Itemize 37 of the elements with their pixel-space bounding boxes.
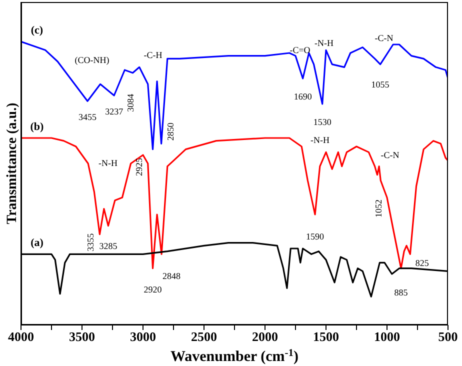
series-label: (c)	[30, 24, 44, 37]
annotation: 1530	[313, 117, 332, 127]
annotation: 3237	[105, 106, 124, 116]
x-tick-label: 1500	[313, 329, 339, 344]
annotation: (CO-NH)	[74, 55, 110, 65]
x-tick-label: 1000	[374, 329, 400, 344]
annotation: -N-H	[310, 135, 330, 145]
annotation: 1052	[374, 200, 384, 218]
annotation: 1055	[371, 79, 390, 90]
annotation: -N-H	[314, 38, 334, 48]
annotation: 3355	[86, 232, 96, 252]
annotation: -C-H	[144, 50, 163, 60]
x-tick-label: 2500	[191, 329, 217, 344]
annotation: 3084	[126, 93, 136, 112]
annotation: -C-N	[380, 150, 400, 160]
x-axis-title: Wavenumber (cm$^{-1}$)	[170, 348, 299, 365]
annotation: -N-H	[98, 158, 118, 168]
series-label: (a)	[30, 237, 44, 250]
annotation: 3285	[99, 240, 118, 251]
series-label: (b)	[30, 121, 44, 133]
annotation: 2848	[162, 271, 182, 282]
annotation: 1590	[306, 232, 325, 242]
annotation: 1690	[294, 92, 312, 102]
x-tick-label: 2000	[252, 329, 278, 344]
x-tick-label: 3500	[69, 329, 95, 344]
annotation: 2925	[134, 158, 144, 176]
annotation: 2920	[144, 284, 162, 294]
annotation: 825	[415, 258, 430, 268]
x-tick-label: 4000	[8, 329, 34, 344]
annotation: -C=O	[290, 45, 311, 55]
annotation: 3455	[78, 112, 97, 122]
annotation: -C-N	[374, 33, 394, 43]
x-tick-label: 500	[438, 329, 458, 344]
annotation: 2850	[165, 122, 176, 141]
annotation: 885	[394, 287, 408, 298]
x-tick-label: 3000	[130, 329, 156, 344]
y-axis-title: Transmittance (a.u.)	[5, 102, 20, 224]
